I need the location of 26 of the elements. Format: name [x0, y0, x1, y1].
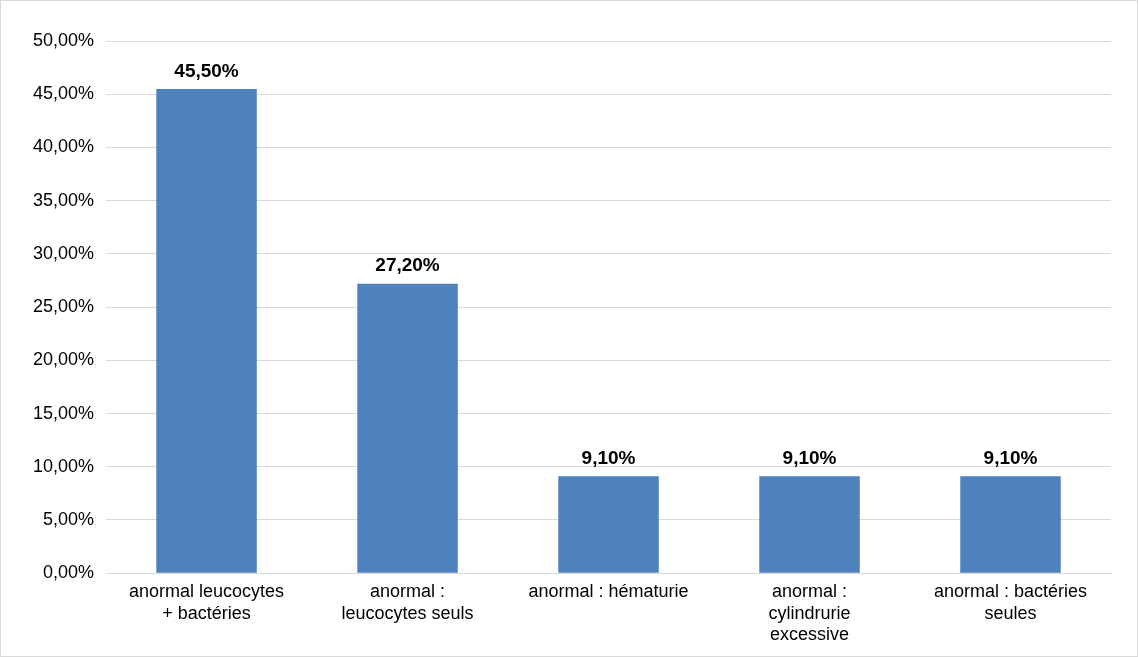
data-label: 45,50%	[174, 59, 239, 81]
y-tick-label: 15,00%	[32, 402, 95, 423]
data-label: 9,10%	[581, 447, 636, 469]
y-tick-label: 30,00%	[32, 242, 95, 263]
data-label: 9,10%	[782, 447, 837, 469]
y-tick-label: 40,00%	[32, 136, 95, 157]
y-tick-label: 10,00%	[32, 455, 95, 476]
y-tick-label: 25,00%	[32, 296, 95, 317]
x-tick-label: anormal leucocytes + bactéries	[129, 580, 285, 623]
y-tick-label: 45,00%	[32, 83, 95, 104]
bar	[156, 88, 257, 573]
y-tick-label: 5,00%	[43, 508, 95, 529]
x-tick-label: anormal : bactéries seules	[933, 580, 1088, 623]
bar	[558, 476, 659, 573]
x-tick-label: anormal : hématurie	[528, 580, 689, 601]
bar	[960, 476, 1061, 573]
bar	[357, 283, 458, 573]
data-label: 27,20%	[375, 254, 440, 276]
y-tick-label: 35,00%	[32, 189, 95, 210]
y-tick-label: 50,00%	[32, 29, 95, 50]
y-tick-label: 0,00%	[43, 562, 95, 583]
data-label: 9,10%	[983, 447, 1038, 469]
y-tick-label: 20,00%	[32, 349, 95, 370]
x-tick-label: anormal : leucocytes seuls	[341, 580, 474, 623]
bar	[759, 476, 860, 573]
x-tick-label: anormal : cylindrurie excessive	[768, 580, 851, 645]
